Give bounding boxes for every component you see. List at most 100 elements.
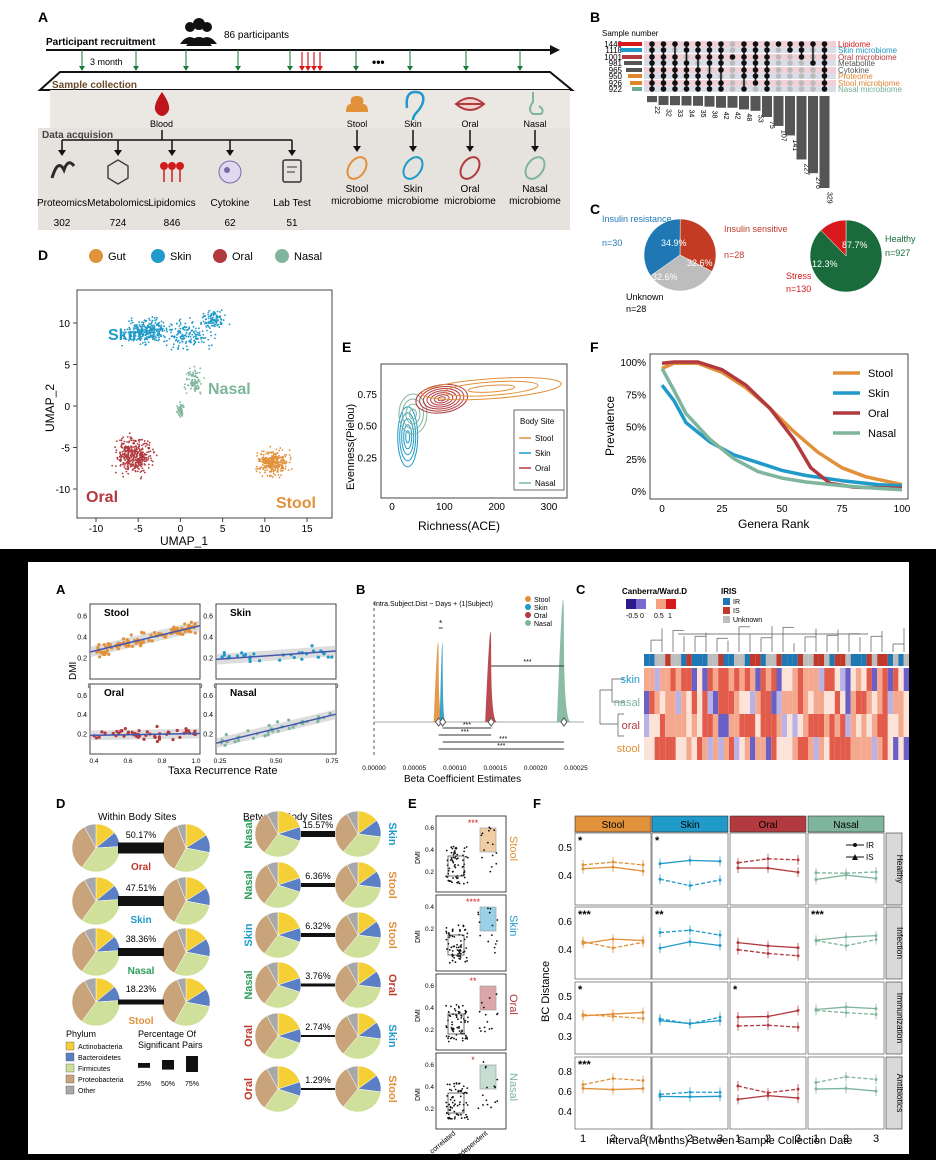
upset-dot bbox=[775, 73, 782, 79]
box-point bbox=[466, 1020, 469, 1023]
box-point bbox=[459, 940, 462, 942]
umap-point bbox=[128, 440, 131, 443]
between-pct: 15.57% bbox=[303, 820, 334, 830]
box-point bbox=[448, 949, 451, 951]
data-point bbox=[874, 938, 878, 942]
umap-point bbox=[150, 328, 152, 331]
upset-dot bbox=[775, 80, 782, 86]
umap-point bbox=[129, 333, 132, 336]
set-size-bar bbox=[630, 81, 642, 85]
heatmap-cell bbox=[887, 668, 894, 691]
umap-point bbox=[149, 334, 152, 337]
microbiome-line1: Nasal bbox=[522, 184, 548, 195]
heatmap-cell bbox=[887, 737, 894, 760]
umap-point bbox=[199, 391, 202, 394]
umap-point bbox=[270, 452, 273, 454]
upset-dot bbox=[798, 80, 805, 86]
between-right-site: Oral bbox=[386, 974, 398, 996]
umap-point bbox=[193, 383, 196, 386]
phylum-pie-slice bbox=[266, 961, 279, 986]
umap-point bbox=[140, 337, 143, 340]
heatmap-cell bbox=[893, 668, 899, 691]
panel-letter: F bbox=[533, 796, 541, 811]
facet-row-strip bbox=[885, 981, 903, 1055]
legend-dot bbox=[525, 596, 531, 602]
x-tick-label: 2 bbox=[843, 1133, 849, 1145]
umap-point bbox=[146, 338, 149, 341]
umap-point bbox=[146, 440, 149, 443]
umap-point bbox=[272, 472, 275, 475]
umap-point bbox=[172, 343, 175, 346]
umap-point bbox=[131, 458, 134, 461]
heatmap-cell bbox=[903, 691, 909, 714]
umap-point bbox=[116, 456, 119, 459]
box-point bbox=[466, 960, 468, 962]
umap-point bbox=[207, 317, 210, 320]
box-point bbox=[456, 853, 459, 856]
umap-point bbox=[191, 371, 194, 374]
upset-dot bbox=[787, 73, 793, 79]
umap-point bbox=[147, 463, 150, 466]
heatmap-cell bbox=[845, 737, 851, 760]
phylum-pie-slice bbox=[84, 927, 97, 953]
box-point bbox=[485, 1065, 487, 1068]
iris-label: Unknown bbox=[733, 617, 762, 624]
umap-point bbox=[196, 381, 199, 384]
umap-point bbox=[127, 464, 129, 467]
legend-is-label: IS bbox=[866, 853, 874, 862]
upset-row-band bbox=[644, 73, 836, 79]
scatter-point bbox=[267, 723, 271, 728]
intersection-bar bbox=[785, 96, 795, 136]
umap-point bbox=[163, 329, 166, 332]
legend-label: Skin bbox=[868, 388, 889, 400]
intersection-count: 276 bbox=[814, 177, 821, 189]
timeline-ticks bbox=[79, 50, 523, 71]
umap-point bbox=[194, 372, 197, 375]
sig-stars: *** bbox=[499, 736, 507, 743]
umap-point bbox=[131, 464, 134, 467]
scatter-point bbox=[150, 639, 154, 643]
umap-point bbox=[266, 474, 269, 477]
box-point bbox=[448, 879, 450, 882]
y-tick-label: 0.8 bbox=[558, 1067, 572, 1078]
umap-point bbox=[126, 465, 129, 468]
umap-point bbox=[208, 315, 210, 318]
box-point bbox=[461, 1039, 464, 1042]
upset-dot bbox=[775, 67, 782, 73]
boxplot-ylabel: DMI bbox=[415, 851, 422, 864]
umap-point bbox=[153, 329, 156, 331]
umap-point bbox=[182, 326, 185, 329]
umap-ylabel: UMAP_2 bbox=[43, 384, 57, 432]
umap-point bbox=[153, 337, 156, 340]
y-tick-label: 0.4 bbox=[558, 945, 572, 956]
phylum-title: Phylum bbox=[66, 1029, 96, 1039]
ir-label: Insulin resistance bbox=[602, 214, 672, 224]
umap-point bbox=[179, 416, 182, 418]
heatmap-cell bbox=[755, 714, 761, 737]
ear-icon bbox=[405, 90, 425, 121]
assay-group: Proteomics302Metabolomics724Lipidomics84… bbox=[37, 140, 311, 229]
heatmap-cell bbox=[887, 691, 894, 714]
umap-point bbox=[138, 447, 140, 450]
heatmap-cell bbox=[882, 691, 888, 714]
facet-sig: * bbox=[578, 835, 583, 847]
heatmap-cell bbox=[776, 668, 782, 691]
box-point bbox=[465, 855, 467, 858]
box-point bbox=[495, 993, 498, 996]
heatmap-cell bbox=[728, 737, 735, 760]
box-point bbox=[465, 956, 468, 959]
intersection-count: 227 bbox=[803, 163, 810, 175]
x-tick-label: 2 bbox=[610, 1133, 616, 1145]
phylum-pie-slice bbox=[84, 876, 97, 902]
data-point bbox=[814, 1087, 818, 1091]
heatmap-cell bbox=[893, 714, 899, 737]
panel-letter: A bbox=[56, 582, 66, 597]
intersection-count: 107 bbox=[780, 130, 787, 142]
umap-point bbox=[262, 468, 265, 471]
x-tick-label: 100 bbox=[894, 504, 911, 515]
umap-point bbox=[162, 321, 165, 324]
umap-point bbox=[176, 405, 178, 407]
data-point bbox=[581, 863, 585, 867]
umap-point bbox=[208, 309, 211, 312]
heatmap-cell bbox=[898, 737, 904, 760]
